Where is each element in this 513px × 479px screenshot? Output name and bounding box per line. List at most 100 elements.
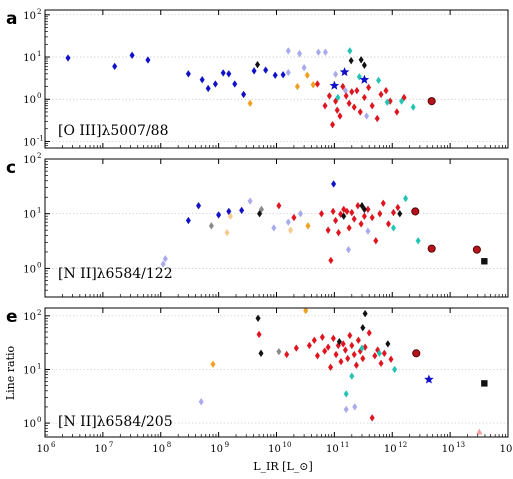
data-point: [338, 357, 344, 366]
data-point: [331, 180, 337, 188]
data-point: [410, 103, 416, 111]
data-point: [305, 222, 311, 230]
data-point: [358, 220, 364, 228]
data-point: [339, 67, 350, 77]
data-point: [314, 352, 320, 360]
data-point: [303, 308, 309, 315]
data-point: [365, 227, 371, 235]
y-tick-label: 10: [23, 95, 36, 106]
data-point: [276, 347, 282, 356]
y-tick-label: 10: [23, 264, 36, 275]
data-point: [258, 349, 264, 358]
x-tick-exponent: 11: [340, 441, 349, 449]
x-tick-label: 10: [210, 444, 223, 455]
data-point: [385, 220, 392, 228]
data-point: [360, 323, 366, 332]
data-point: [481, 380, 488, 387]
data-point: [340, 340, 346, 348]
data-point: [198, 397, 204, 406]
data-point: [412, 349, 421, 358]
data-point: [378, 359, 384, 368]
y-tick-exponent: 2: [37, 152, 41, 160]
data-point: [340, 82, 346, 91]
data-point: [372, 352, 378, 360]
data-point: [65, 54, 71, 62]
data-point: [351, 103, 357, 111]
data-point: [329, 80, 340, 90]
data-point: [411, 207, 420, 216]
data-point: [361, 93, 367, 102]
line-ratio-annotation: [O III]λ5007/88: [58, 123, 168, 139]
data-point: [129, 51, 135, 60]
data-point: [220, 69, 226, 77]
data-point: [333, 350, 339, 359]
data-point: [353, 361, 359, 369]
data-point: [349, 88, 355, 96]
data-point: [322, 48, 328, 56]
data-point: [355, 336, 361, 345]
data-point: [427, 244, 436, 253]
x-tick-label: 10: [37, 444, 50, 455]
y-tick-exponent: 1: [37, 362, 41, 370]
x-tick-exponent: 13: [456, 441, 465, 449]
data-point: [380, 199, 386, 208]
y-tick-exponent: -1: [37, 134, 44, 142]
x-tick-exponent: 6: [51, 441, 56, 449]
y-tick-label: 10: [23, 11, 36, 22]
panel-letter: a: [6, 9, 17, 29]
data-point: [352, 403, 358, 411]
data-point: [330, 120, 336, 129]
data-point: [347, 331, 353, 340]
data-point: [288, 226, 294, 234]
data-point: [304, 71, 310, 80]
data-point: [271, 224, 277, 232]
data-point: [297, 209, 304, 218]
data-point: [335, 228, 342, 237]
data-point: [362, 309, 368, 318]
x-tick-label: 10: [326, 444, 339, 455]
data-point: [314, 80, 320, 88]
data-point: [199, 75, 205, 84]
y-tick-exponent: 0: [37, 261, 41, 269]
data-point: [401, 93, 407, 102]
data-point: [330, 334, 336, 343]
data-point: [349, 372, 355, 380]
data-point: [361, 212, 367, 220]
data-point: [348, 56, 354, 65]
data-point: [344, 207, 350, 216]
data-point: [205, 84, 211, 93]
y-tick-exponent: 1: [37, 207, 41, 215]
x-tick-exponent: 9: [225, 441, 229, 449]
y-tick-label: 10: [23, 312, 36, 323]
data-point: [341, 212, 347, 220]
data-point: [311, 336, 317, 345]
data-point: [346, 99, 352, 108]
panel-letter: e: [6, 307, 18, 327]
data-point: [351, 215, 357, 223]
data-point: [338, 210, 344, 218]
data-point: [390, 208, 397, 217]
data-point: [378, 90, 384, 99]
data-point: [291, 213, 297, 222]
data-point: [358, 56, 364, 64]
y-tick-label: 10: [23, 419, 36, 430]
y-tick-exponent: 1: [37, 50, 41, 58]
data-point: [276, 201, 282, 210]
data-point: [335, 93, 341, 102]
x-tick-label: 10: [500, 444, 513, 455]
data-point: [256, 330, 262, 339]
data-point: [364, 112, 370, 120]
data-point: [343, 390, 349, 398]
data-point: [196, 201, 202, 210]
data-point: [293, 344, 299, 352]
data-point: [360, 354, 366, 363]
data-point: [315, 48, 321, 56]
data-point: [345, 354, 351, 363]
data-point: [336, 337, 342, 346]
data-point: [369, 213, 375, 222]
x-tick-label: 10: [268, 444, 281, 455]
data-point: [247, 197, 253, 205]
data-point: [285, 218, 291, 226]
